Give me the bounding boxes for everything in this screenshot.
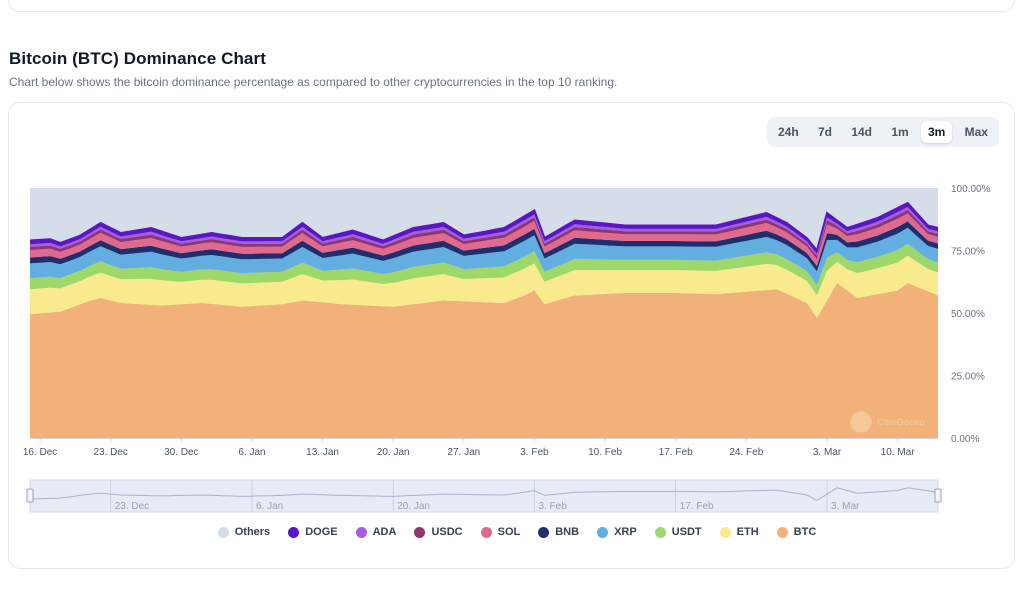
legend-item-usdc[interactable]: USDC <box>414 526 463 538</box>
x-tick-label: 27. Jan <box>447 447 480 458</box>
range-button-14d[interactable]: 14d <box>844 121 879 143</box>
navigator-left-handle[interactable] <box>26 488 34 503</box>
coingecko-logo-icon <box>850 411 872 433</box>
legend-item-doge[interactable]: DOGE <box>288 526 338 538</box>
range-button-7d[interactable]: 7d <box>811 121 839 143</box>
range-button-max[interactable]: Max <box>958 121 995 143</box>
legend-swatch <box>414 526 426 538</box>
x-tick-label: 16. Dec <box>23 447 57 458</box>
legend-swatch <box>597 526 609 538</box>
legend-swatch <box>217 526 229 538</box>
navigator-right-handle[interactable] <box>934 488 942 503</box>
legend-label: DOGE <box>305 526 338 538</box>
legend-item-ada[interactable]: ADA <box>355 526 397 538</box>
legend-item-usdt[interactable]: USDT <box>654 526 702 538</box>
series-area-bnb <box>30 221 938 272</box>
legend-label: ADA <box>372 526 397 538</box>
legend-swatch <box>355 526 367 538</box>
range-button-1m[interactable]: 1m <box>884 121 915 143</box>
page-title: Bitcoin (BTC) Dominance Chart <box>9 49 266 68</box>
legend-item-btc[interactable]: BTC <box>776 526 817 538</box>
x-tick-label: 13. Jan <box>306 447 339 458</box>
navigator-tick-label: 20. Jan <box>397 501 430 512</box>
legend-label: BNB <box>555 526 580 538</box>
legend-item-xrp[interactable]: XRP <box>597 526 637 538</box>
y-tick-label: 0.00% <box>951 434 979 445</box>
legend-label: XRP <box>614 526 637 538</box>
legend-swatch <box>776 526 788 538</box>
x-tick-label: 30. Dec <box>164 447 198 458</box>
x-tick-label: 3. Mar <box>813 447 842 458</box>
x-tick-label: 23. Dec <box>93 447 127 458</box>
navigator-tick-label: 17. Feb <box>680 501 714 512</box>
legend-label: Others <box>234 526 271 538</box>
legend-item-bnb[interactable]: BNB <box>538 526 579 538</box>
legend-item-others[interactable]: Others <box>217 526 271 538</box>
legend-label: USDC <box>431 526 463 538</box>
legend-label: BTC <box>793 526 817 538</box>
series-line-doge <box>29 201 939 253</box>
y-tick-label: 75.00% <box>951 247 985 258</box>
series-area-btc <box>30 283 938 438</box>
x-tick-label: 20. Jan <box>377 447 410 458</box>
legend-label: USDT <box>671 526 702 538</box>
series-area-sol <box>30 213 938 266</box>
navigator-tick-label: 6. Jan <box>256 501 283 512</box>
series-area-usdt <box>30 243 938 296</box>
chart-legend: Others DOGE ADA USDC SOL BNB XRP USDT ETH BTC <box>0 523 1024 541</box>
x-tick-label: 24. Feb <box>729 447 763 458</box>
watermark: CoinGecko <box>850 411 925 433</box>
series-area-eth <box>30 255 938 318</box>
y-tick-label: 100.00% <box>951 184 991 195</box>
legend-item-eth[interactable]: ETH <box>719 526 759 538</box>
legend-swatch <box>538 526 550 538</box>
x-tick-label: 10. Feb <box>588 447 622 458</box>
x-tick-label: 6. Jan <box>238 447 265 458</box>
y-tick-label: 25.00% <box>951 372 985 383</box>
legend-label: ETH <box>736 526 759 538</box>
navigator-series-line <box>29 487 939 501</box>
time-range-selector: 24h 7d 14d 1m 3m Max <box>767 117 999 147</box>
page-subtitle: Chart below shows the bitcoin dominance … <box>9 75 618 89</box>
legend-item-sol[interactable]: SOL <box>480 526 521 538</box>
x-tick-label: 17. Feb <box>659 447 693 458</box>
navigator-tick-label: 3. Mar <box>831 501 860 512</box>
legend-swatch <box>288 526 300 538</box>
x-tick-label: 10. Mar <box>881 447 916 458</box>
range-navigator[interactable] <box>29 479 939 513</box>
navigator-tick-label: 3. Feb <box>538 501 567 512</box>
legend-swatch <box>480 526 492 538</box>
series-area-xrp <box>30 227 938 285</box>
legend-label: SOL <box>497 526 521 538</box>
watermark-text: CoinGecko <box>877 417 925 427</box>
range-button-24h[interactable]: 24h <box>771 121 806 143</box>
series-area-doge <box>30 203 938 254</box>
x-tick-label: 3. Feb <box>520 447 549 458</box>
range-button-3m[interactable]: 3m <box>920 121 953 143</box>
y-tick-label: 50.00% <box>951 309 985 320</box>
legend-swatch <box>719 526 731 538</box>
navigator-tick-label: 23. Dec <box>115 501 149 512</box>
legend-swatch <box>654 526 666 538</box>
